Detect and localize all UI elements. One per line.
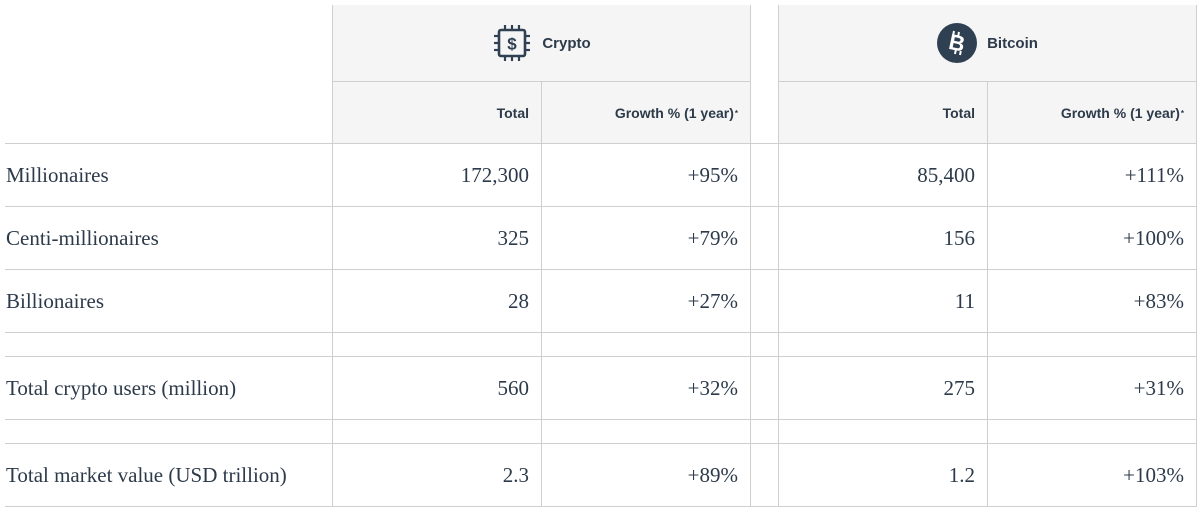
- table-cell: 1.2: [948, 462, 975, 487]
- table-cell: +83%: [1133, 288, 1184, 313]
- grid-line: [5, 419, 1196, 420]
- row-label-total-market-value: Total market value (USD trillion): [6, 462, 287, 487]
- grid-line: [5, 332, 1196, 333]
- svg-text:B: B: [947, 29, 968, 57]
- grid-line: [750, 5, 751, 507]
- grid-line: [5, 143, 1196, 144]
- chip-dollar-icon: $: [492, 23, 532, 63]
- bitcoin-total-header: Total: [942, 105, 975, 121]
- table-cell: 11: [954, 288, 975, 313]
- table-cell: 560: [497, 375, 530, 400]
- grid-line: [332, 5, 333, 507]
- table-cell: +27%: [687, 288, 738, 313]
- bitcoin-group-label: Bitcoin: [987, 34, 1038, 52]
- grid-line: [5, 269, 1196, 270]
- crypto-growth-header: Growth % (1 year) *: [614, 105, 738, 121]
- table-cell: +103%: [1123, 462, 1184, 487]
- table-cell: +95%: [687, 162, 738, 187]
- table-cell: +32%: [687, 375, 738, 400]
- table-cell: +111%: [1124, 162, 1184, 187]
- grid-line: [5, 356, 1196, 357]
- grid-line: [5, 506, 1196, 507]
- table-cell: 156: [943, 225, 976, 250]
- grid-line: [987, 81, 988, 507]
- table-cell: +100%: [1123, 225, 1184, 250]
- crypto-total-header: Total: [496, 105, 529, 121]
- crypto-group-header: $ Crypto: [333, 5, 750, 81]
- table-cell: 2.3: [502, 462, 529, 487]
- row-label-centi-millionaires: Centi-millionaires: [6, 225, 159, 250]
- grid-line: [5, 206, 1196, 207]
- footnote-mark: *: [734, 108, 738, 118]
- footnote-mark: *: [1180, 108, 1184, 118]
- row-label-billionaires: Billionaires: [6, 288, 104, 313]
- grid-line: [5, 443, 1196, 444]
- row-label-millionaires: Millionaires: [6, 162, 109, 187]
- table-cell: +89%: [687, 462, 738, 487]
- grid-line: [778, 5, 779, 507]
- bitcoin-icon: B: [937, 23, 978, 63]
- bitcoin-group-header: B Bitcoin: [779, 5, 1196, 81]
- table-cell: 275: [943, 375, 976, 400]
- bitcoin-growth-header: Growth % (1 year) *: [1060, 105, 1184, 121]
- grid-line: [1196, 5, 1197, 507]
- table-cell: +31%: [1133, 375, 1184, 400]
- table-cell: 85,400: [917, 162, 975, 187]
- table-cell: 172,300: [460, 162, 529, 187]
- table-cell: 28: [508, 288, 529, 313]
- table-cell: +79%: [687, 225, 738, 250]
- row-label-total-crypto-users: Total crypto users (million): [6, 375, 237, 400]
- svg-text:$: $: [508, 35, 518, 54]
- grid-line: [541, 81, 542, 507]
- crypto-group-label: Crypto: [542, 34, 591, 52]
- table-cell: 325: [497, 225, 530, 250]
